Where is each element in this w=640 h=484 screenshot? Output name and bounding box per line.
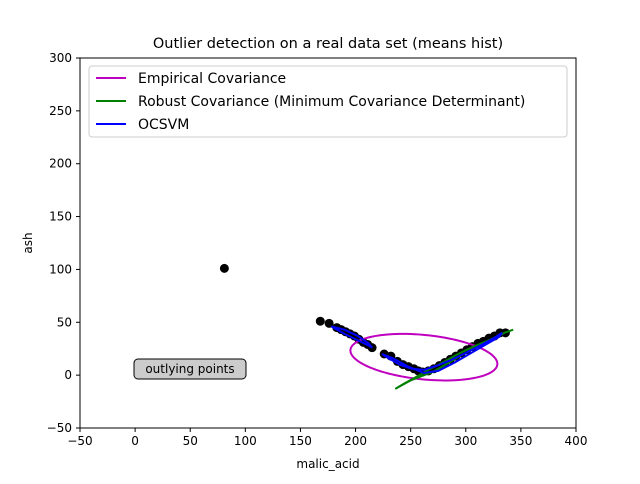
data-point xyxy=(315,316,325,326)
y-tick-label: 150 xyxy=(49,210,72,224)
data-point xyxy=(324,318,334,328)
y-tick-label: 50 xyxy=(57,315,72,329)
x-tick-label: −50 xyxy=(67,434,92,448)
x-tick-label: 250 xyxy=(399,434,422,448)
y-tick-label: 250 xyxy=(49,104,72,118)
y-axis-ticks: −50 0 50 100 150 200 250 300 xyxy=(47,51,80,435)
x-tick-label: 300 xyxy=(454,434,477,448)
y-tick-label: 300 xyxy=(49,51,72,65)
x-axis-ticks: −50 0 50 100 150 200 250 300 350 400 xyxy=(67,428,587,448)
ocsvm-contour xyxy=(330,325,373,349)
x-tick-label: 400 xyxy=(565,434,588,448)
legend-label-robust-covariance: Robust Covariance (Minimum Covariance De… xyxy=(138,94,525,110)
annotation-box xyxy=(133,358,247,380)
legend-label-ocsvm: OCSVM xyxy=(138,117,189,133)
empirical-covariance-ellipse xyxy=(349,332,499,382)
x-tick-label: 0 xyxy=(131,434,139,448)
y-tick-label: −50 xyxy=(47,421,72,435)
x-tick-label: 350 xyxy=(509,434,532,448)
x-tick-label: 100 xyxy=(234,434,257,448)
data-point xyxy=(219,263,229,273)
y-axis-label: ash xyxy=(21,232,35,253)
x-tick-label: 50 xyxy=(183,434,198,448)
y-tick-label: 0 xyxy=(64,368,72,382)
x-tick-label: 200 xyxy=(344,434,367,448)
plot-area-frame xyxy=(79,57,577,429)
annotation-label: outlying points xyxy=(145,362,234,376)
series-layer xyxy=(219,263,514,390)
chart-title: Outlier detection on a real data set (me… xyxy=(153,36,503,52)
legend-label-empirical-covariance: Empirical Covariance xyxy=(138,71,286,87)
legend-box xyxy=(88,65,568,138)
y-tick-label: 200 xyxy=(49,157,72,171)
ocsvm-contour xyxy=(381,332,503,375)
x-tick-label: 150 xyxy=(289,434,312,448)
legend: Empirical Covariance Robust Covariance (… xyxy=(88,65,568,138)
annotation-outlying-points: outlying points xyxy=(133,358,247,380)
y-tick-label: 100 xyxy=(49,262,72,276)
x-axis-label: malic_acid xyxy=(296,457,359,471)
